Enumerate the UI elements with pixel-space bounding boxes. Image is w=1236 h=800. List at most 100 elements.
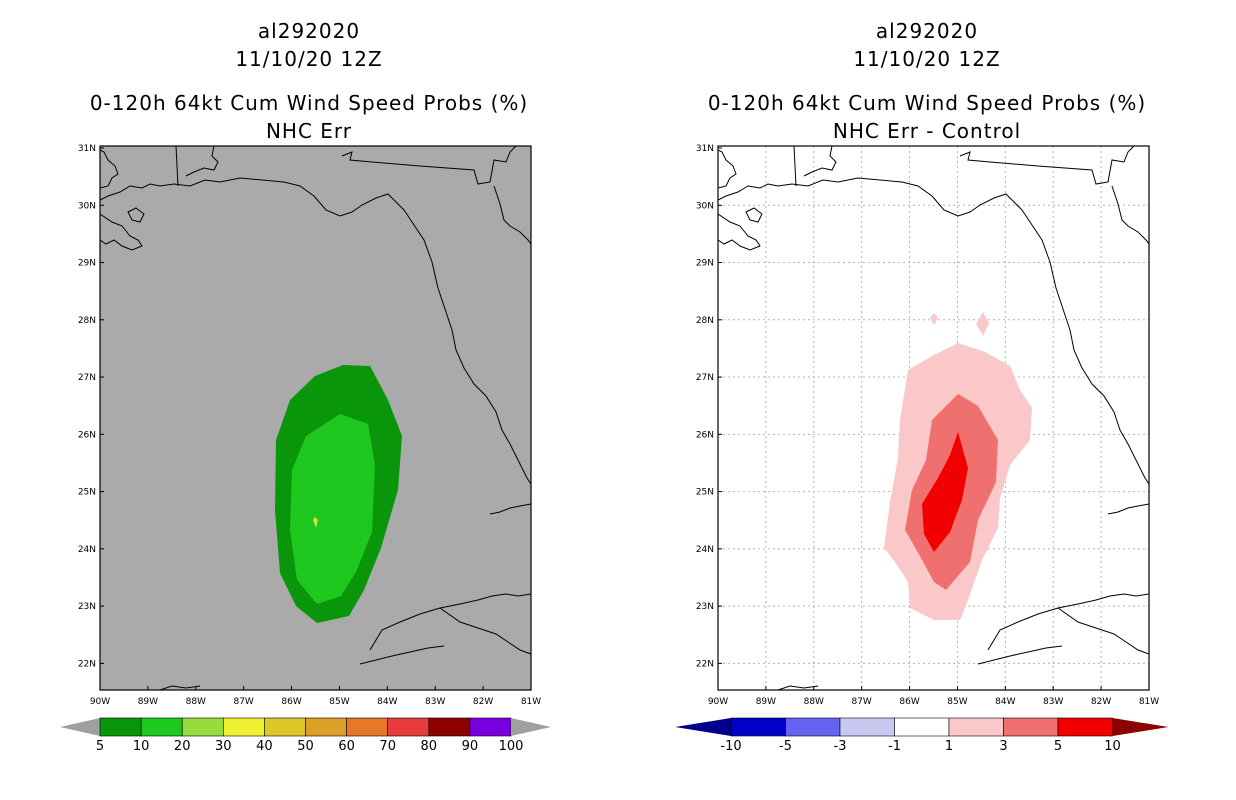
- lon-tick-label: 85W: [947, 697, 967, 707]
- lat-tick-label: 25N: [696, 488, 714, 498]
- colorbar-label: 80: [421, 739, 438, 754]
- colorbar-swatch: [264, 717, 306, 737]
- lon-tick-label: 81W: [521, 697, 541, 707]
- right-product-title: 0-120h 64kt Cum Wind Speed Probs (%): [708, 91, 1146, 115]
- colorbar-swatch: [181, 717, 224, 737]
- colorbar-label: 40: [256, 739, 273, 754]
- colorbar-left-arrow: [675, 718, 731, 736]
- left-subtitle: NHC Err: [266, 119, 352, 143]
- lon-tick-label: 83W: [1043, 697, 1063, 707]
- lon-tick-label: 88W: [186, 697, 206, 707]
- colorbar-label: -5: [779, 739, 792, 754]
- right-coastline: [718, 146, 1149, 690]
- colorbar-label: 60: [338, 739, 355, 754]
- left-map: 31N 30N 29N 28N 27N 26N 25N 24N 23N 22N 90W 89W 88W 8…: [78, 144, 541, 707]
- colorbar-swatch: [387, 717, 430, 737]
- lat-tick-label: 22N: [78, 659, 96, 669]
- colorbar-label: 5: [1054, 739, 1062, 754]
- right-map: 31N 30N 29N 28N 27N 26N 25N 24N 23N 22N 90W 89W 88W 8…: [696, 144, 1159, 707]
- lon-tick-label: 90W: [708, 697, 728, 707]
- lat-tick-label: 25N: [78, 488, 96, 498]
- colorbar-swatch: [428, 717, 471, 737]
- lon-tick-label: 84W: [995, 697, 1015, 707]
- left-coastline: [100, 146, 531, 690]
- lon-tick-label: 82W: [1091, 697, 1111, 707]
- lat-tick-label: 31N: [696, 144, 714, 154]
- left-map-frame: [99, 145, 532, 691]
- right-storm-id: al292020: [876, 19, 978, 43]
- diff-contour-1pct-north-spot: [976, 312, 989, 336]
- lat-tick-label: 29N: [696, 259, 714, 269]
- lon-tick-label: 88W: [804, 697, 824, 707]
- diff-contour-1pct-north-dot: [930, 313, 938, 325]
- colorbar-label: 3: [999, 739, 1007, 754]
- left-axis-ticks: 31N 30N 29N 28N 27N 26N 25N 24N 23N 22N 90W 89W 88W 8…: [78, 144, 541, 707]
- colorbar-label: -3: [834, 739, 847, 754]
- colorbar-label: 70: [379, 739, 396, 754]
- colorbar-label: 10: [133, 739, 150, 754]
- lat-tick-label: 26N: [78, 430, 96, 440]
- right-axis-ticks: 31N 30N 29N 28N 27N 26N 25N 24N 23N 22N 90W 89W 88W 8…: [696, 144, 1159, 707]
- colorbar-label: 100: [499, 739, 524, 754]
- lat-tick-label: 27N: [78, 373, 96, 383]
- lon-tick-label: 89W: [756, 697, 776, 707]
- left-colorbar: 5 10 20 30 40 50 60 70 80 90 100: [60, 717, 551, 754]
- lat-tick-label: 28N: [696, 316, 714, 326]
- left-datetime: 11/10/20 12Z: [235, 47, 382, 71]
- lat-tick-label: 22N: [696, 659, 714, 669]
- diff-contour-5pct: [922, 432, 968, 552]
- left-product-title: 0-120h 64kt Cum Wind Speed Probs (%): [90, 91, 528, 115]
- lon-tick-label: 87W: [233, 697, 253, 707]
- lat-tick-label: 31N: [78, 144, 96, 154]
- right-colorbar: -10 -5 -3 -1 1 3 5 10: [675, 717, 1169, 754]
- right-map-frame: [717, 145, 1150, 691]
- colorbar-swatch: [469, 717, 512, 737]
- colorbar-swatch: [1003, 717, 1059, 737]
- left-panel-title: al292020 11/10/20 12Z 0-120h 64kt Cum Wi…: [90, 19, 528, 143]
- prob-contour-20pct-spot: [313, 517, 318, 528]
- colorbar-swatch: [305, 717, 347, 737]
- colorbar-swatch: [785, 717, 841, 737]
- lon-tick-label: 84W: [377, 697, 397, 707]
- right-subtitle: NHC Err - Control: [833, 119, 1021, 143]
- colorbar-swatch: [948, 717, 1004, 737]
- colorbar-label: 30: [215, 739, 232, 754]
- colorbar-swatch: [839, 717, 895, 737]
- lon-tick-label: 86W: [899, 697, 919, 707]
- prob-contour-10pct: [290, 414, 375, 604]
- right-datetime: 11/10/20 12Z: [853, 47, 1000, 71]
- lat-tick-label: 27N: [696, 373, 714, 383]
- lon-tick-label: 81W: [1139, 697, 1159, 707]
- colorbar-swatch: [730, 717, 786, 737]
- colorbar-label: 90: [462, 739, 479, 754]
- colorbar-label: 1: [945, 739, 953, 754]
- lon-tick-label: 82W: [473, 697, 493, 707]
- lat-tick-label: 23N: [696, 602, 714, 612]
- colorbar-swatch: [346, 717, 389, 737]
- right-panel-title: al292020 11/10/20 12Z 0-120h 64kt Cum Wi…: [708, 19, 1146, 143]
- lat-tick-label: 24N: [696, 545, 714, 555]
- colorbar-swatch: [99, 717, 142, 737]
- colorbar-label: 50: [297, 739, 314, 754]
- lon-tick-label: 89W: [138, 697, 158, 707]
- colorbar-label: -10: [720, 739, 741, 754]
- lon-tick-label: 90W: [90, 697, 110, 707]
- colorbar-swatch: [223, 717, 265, 737]
- colorbar-label: -1: [888, 739, 901, 754]
- lon-tick-label: 86W: [281, 697, 301, 707]
- lon-tick-label: 87W: [851, 697, 871, 707]
- colorbar-right-arrow: [511, 718, 551, 736]
- lat-tick-label: 23N: [78, 602, 96, 612]
- lat-tick-label: 24N: [78, 545, 96, 555]
- left-storm-id: al292020: [258, 19, 360, 43]
- lat-tick-label: 26N: [696, 430, 714, 440]
- lat-tick-label: 29N: [78, 259, 96, 269]
- colorbar-label: 20: [174, 739, 191, 754]
- lat-tick-label: 30N: [78, 201, 96, 211]
- colorbar-swatch: [894, 717, 950, 737]
- colorbar-swatch: [140, 717, 183, 737]
- lat-tick-label: 28N: [78, 316, 96, 326]
- colorbar-swatch: [1057, 717, 1113, 737]
- lon-tick-label: 83W: [425, 697, 445, 707]
